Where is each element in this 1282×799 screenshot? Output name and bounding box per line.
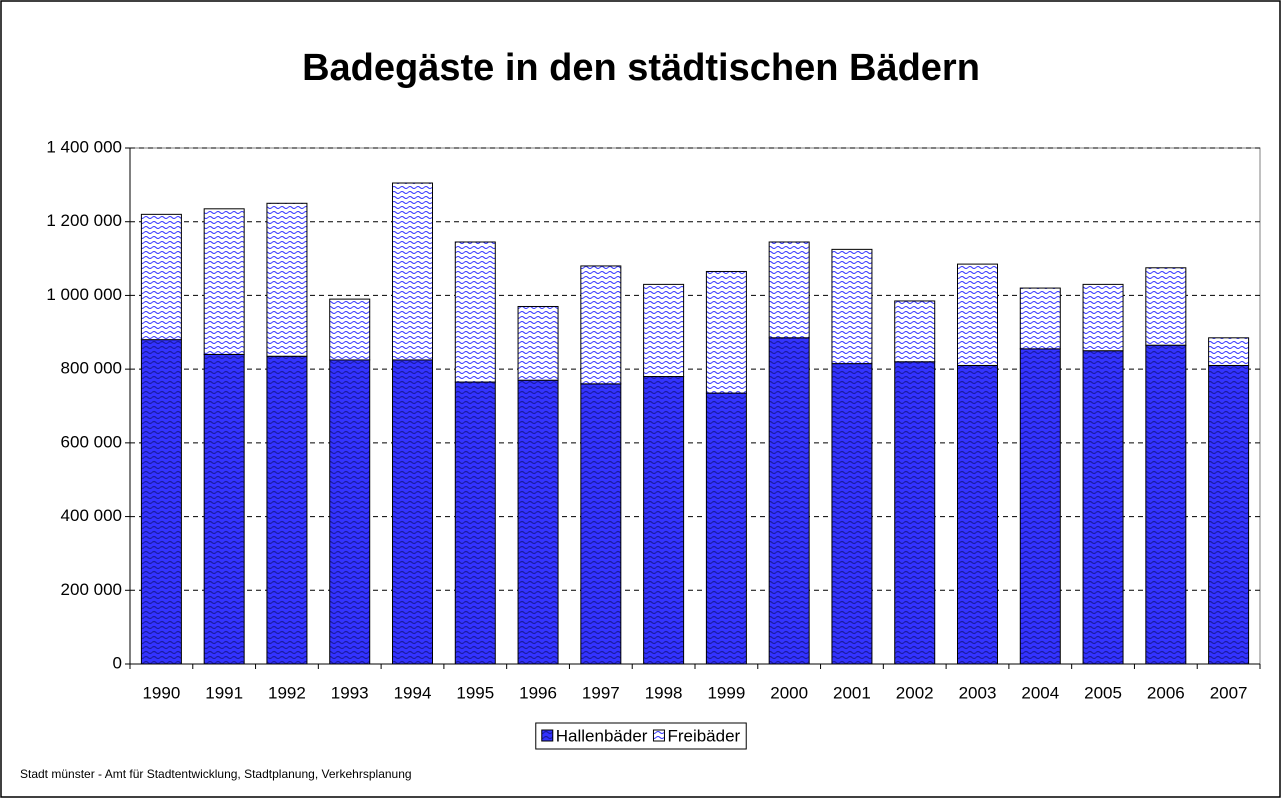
x-tick-label: 1991 <box>205 683 243 702</box>
bar-segment <box>1082 350 1124 665</box>
x-tick-label: 2004 <box>1021 683 1059 702</box>
x-tick-label: 2002 <box>896 683 934 702</box>
bar-segment <box>1145 267 1187 346</box>
bar-segment <box>768 241 810 339</box>
bar-segment <box>392 182 433 361</box>
y-tick-label: 1 400 000 <box>46 137 122 156</box>
legend-label: Hallenbäder <box>556 726 648 745</box>
bar-segment <box>140 213 182 341</box>
source-note: Stadt münster - Amt für Stadtentwicklung… <box>20 767 412 781</box>
bar-segment <box>1208 364 1250 665</box>
x-tick-label: 1993 <box>331 683 369 702</box>
x-tick-label: 1998 <box>645 683 683 702</box>
bar-segment <box>643 283 685 378</box>
legend-swatch <box>652 729 665 742</box>
bar-segment <box>643 376 685 665</box>
x-tick-label: 2001 <box>833 683 871 702</box>
legend-label: Freibäder <box>667 726 740 745</box>
bar-segment <box>894 361 936 665</box>
bar-segment <box>1208 337 1250 366</box>
x-tick-label: 1999 <box>707 683 745 702</box>
bar-segment <box>894 300 936 363</box>
x-tick-label: 2000 <box>770 683 808 702</box>
x-tick-label: 1992 <box>268 683 306 702</box>
legend-swatch <box>541 729 554 742</box>
bar-segment <box>517 379 559 665</box>
y-tick-label: 600 000 <box>61 432 122 451</box>
x-tick-label: 1994 <box>394 683 432 702</box>
bar-segment <box>580 383 622 665</box>
bar-segment <box>831 248 873 365</box>
x-tick-label: 2003 <box>959 683 997 702</box>
x-tick-label: 2005 <box>1084 683 1122 702</box>
bar-segment <box>392 359 433 665</box>
y-tick-label: 0 <box>113 653 122 672</box>
x-tick-label: 2007 <box>1210 683 1248 702</box>
bar-segment <box>1019 348 1061 665</box>
bar-segment <box>768 337 810 665</box>
y-tick-label: 1 200 000 <box>46 211 122 230</box>
x-tick-label: 1997 <box>582 683 620 702</box>
bar-segment <box>957 263 998 366</box>
x-tick-label: 1996 <box>519 683 557 702</box>
bar-segment <box>831 363 873 665</box>
bar-segment <box>454 241 496 383</box>
bar-segment <box>329 359 371 665</box>
x-tick-label: 1990 <box>142 683 180 702</box>
bar-segment <box>266 202 308 357</box>
y-tick-label: 200 000 <box>61 580 122 599</box>
bar-segment <box>454 381 496 665</box>
bar-segment <box>1082 283 1124 352</box>
bar-segment <box>705 270 747 394</box>
y-tick-label: 800 000 <box>61 359 122 378</box>
x-tick-label: 2006 <box>1147 683 1185 702</box>
bar-segment <box>957 364 998 665</box>
bar-segment <box>203 208 245 355</box>
y-tick-label: 1 000 000 <box>46 285 122 304</box>
bar-segment <box>1019 287 1061 350</box>
plot-area <box>129 147 1261 665</box>
x-tick-label: 1995 <box>456 683 494 702</box>
legend-box <box>535 722 747 750</box>
bar-segment <box>705 392 747 665</box>
bar-segment <box>140 339 182 665</box>
bar-segment <box>266 355 308 665</box>
legend: Hallenbäder Freibäder <box>535 722 747 750</box>
chart-title: Badegäste in den städtischen Bädern <box>302 47 980 89</box>
bar-segment <box>580 265 622 385</box>
bar-segment <box>329 298 371 361</box>
bar-segment <box>1145 344 1187 665</box>
bar-segment <box>517 305 559 381</box>
y-tick-label: 400 000 <box>61 506 122 525</box>
bar-segment <box>203 353 245 665</box>
